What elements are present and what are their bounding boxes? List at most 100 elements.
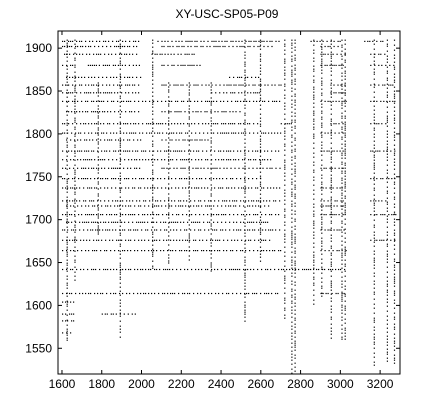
data-point xyxy=(253,132,255,134)
data-point xyxy=(98,84,100,86)
data-point xyxy=(376,214,378,216)
data-point xyxy=(74,59,76,61)
data-point xyxy=(313,179,315,181)
data-point xyxy=(168,231,170,233)
data-point xyxy=(190,100,192,102)
data-point xyxy=(119,215,121,217)
x-tick-label: 2200 xyxy=(168,377,195,391)
data-point xyxy=(321,46,323,48)
data-point xyxy=(88,221,90,223)
data-point xyxy=(199,214,201,216)
data-point xyxy=(68,178,70,180)
data-point xyxy=(168,111,170,113)
data-point xyxy=(373,179,375,181)
data-point xyxy=(225,221,227,223)
data-point xyxy=(373,275,375,277)
data-point xyxy=(236,292,238,295)
data-point xyxy=(263,200,265,202)
data-point xyxy=(178,205,180,207)
data-point xyxy=(313,75,315,77)
data-point xyxy=(329,229,331,231)
data-point xyxy=(213,45,215,48)
data-point xyxy=(217,111,219,113)
data-point xyxy=(66,330,68,332)
data-point xyxy=(244,201,246,203)
data-point xyxy=(376,40,378,42)
data-point xyxy=(344,307,346,309)
data-point xyxy=(373,210,375,212)
data-point xyxy=(187,64,189,66)
data-point xyxy=(386,327,388,329)
data-point xyxy=(128,214,130,216)
data-point xyxy=(330,237,332,239)
data-point xyxy=(163,45,165,48)
data-point xyxy=(294,233,296,235)
data-point xyxy=(175,250,177,252)
data-point xyxy=(171,187,173,189)
data-point xyxy=(128,178,130,180)
data-point xyxy=(100,187,102,189)
data-point xyxy=(119,175,121,177)
data-point xyxy=(91,214,93,216)
data-point xyxy=(341,58,343,60)
data-point xyxy=(70,268,72,271)
data-point xyxy=(226,178,228,180)
data-point xyxy=(373,241,375,243)
data-point xyxy=(66,332,68,334)
data-point xyxy=(259,104,262,106)
data-point xyxy=(330,202,332,204)
data-point xyxy=(330,55,332,57)
data-point xyxy=(138,84,140,86)
data-point xyxy=(66,39,68,41)
data-point xyxy=(393,95,396,97)
data-point xyxy=(393,68,396,70)
data-point xyxy=(71,221,73,223)
data-point xyxy=(294,236,296,238)
data-point xyxy=(74,152,76,154)
data-point xyxy=(257,150,259,152)
data-point xyxy=(313,198,315,200)
data-point xyxy=(236,200,238,202)
data-point xyxy=(341,147,343,149)
data-point xyxy=(313,256,315,258)
data-point xyxy=(168,153,170,155)
data-point xyxy=(68,100,70,102)
data-point xyxy=(119,163,121,165)
data-point xyxy=(168,86,170,88)
data-point xyxy=(74,236,76,238)
data-point xyxy=(259,189,262,191)
data-point xyxy=(259,146,262,148)
data-point xyxy=(263,221,265,223)
data-point xyxy=(248,187,250,189)
data-point xyxy=(341,309,343,311)
data-point xyxy=(226,159,228,161)
data-point xyxy=(134,313,136,315)
data-point xyxy=(284,317,286,319)
data-point xyxy=(167,45,169,48)
data-point xyxy=(259,185,262,187)
data-point xyxy=(386,331,388,333)
y-tick-label: 1900 xyxy=(25,41,52,55)
data-point xyxy=(254,229,256,231)
data-point xyxy=(152,253,154,255)
data-point xyxy=(268,205,270,207)
data-point xyxy=(284,78,286,80)
data-point xyxy=(393,234,396,236)
data-point xyxy=(291,188,293,190)
data-point xyxy=(87,178,89,180)
data-point xyxy=(85,292,87,295)
data-point xyxy=(62,132,64,134)
data-point xyxy=(232,292,234,295)
data-point xyxy=(154,268,156,271)
data-point xyxy=(373,53,375,55)
data-point xyxy=(184,178,186,180)
data-point xyxy=(119,208,121,210)
data-point xyxy=(393,49,396,51)
data-point xyxy=(110,45,112,48)
y-tick-label: 1550 xyxy=(25,341,52,355)
data-point xyxy=(258,239,260,241)
data-point xyxy=(373,200,375,202)
data-point xyxy=(344,123,346,125)
data-point xyxy=(113,268,115,271)
data-point xyxy=(321,116,323,118)
